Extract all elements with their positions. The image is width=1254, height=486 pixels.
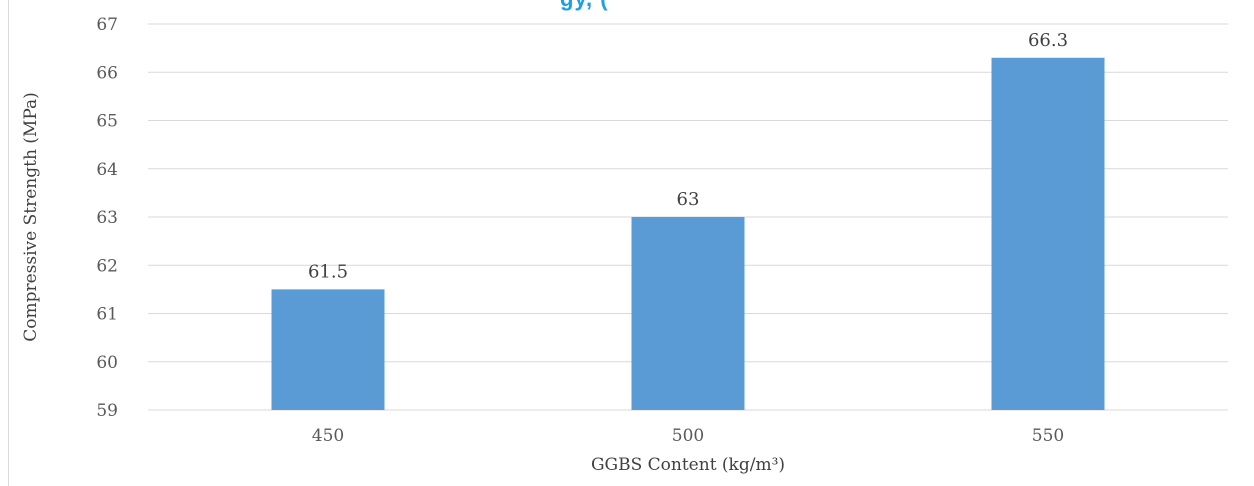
data-label: 63 — [677, 189, 700, 210]
data-labels: 61.5 63 66.3 — [308, 30, 1068, 283]
x-tick-label: 500 — [672, 426, 704, 446]
chart-title-fragment: gy, ( — [560, 0, 609, 12]
bar-550 — [991, 57, 1105, 411]
y-tick-label: 65 — [96, 112, 118, 132]
data-label: 61.5 — [308, 261, 348, 282]
y-tick-label: 67 — [96, 15, 118, 35]
y-tick-label: 62 — [96, 256, 118, 276]
chart-frame — [8, 0, 1252, 486]
x-tick-label: 550 — [1032, 426, 1064, 446]
y-tick-label: 63 — [96, 208, 118, 228]
x-tick-label: 450 — [312, 426, 344, 446]
data-label: 66.3 — [1028, 30, 1068, 51]
x-axis-title: GGBS Content (kg/m³) — [591, 455, 785, 475]
y-tick-label: 61 — [96, 305, 118, 325]
y-tick-label: 64 — [96, 160, 118, 180]
bar-450 — [271, 289, 385, 410]
bar-500 — [631, 217, 745, 410]
y-axis-title: Compressive Strength (MPa) — [21, 92, 41, 342]
bars — [271, 57, 1105, 411]
x-axis-ticks: 450 500 550 — [312, 426, 1064, 446]
y-tick-label: 59 — [96, 401, 118, 421]
y-axis-ticks: 59 60 61 62 63 64 65 66 67 — [96, 15, 118, 421]
y-tick-label: 60 — [96, 353, 118, 373]
y-tick-label: 66 — [96, 63, 118, 83]
